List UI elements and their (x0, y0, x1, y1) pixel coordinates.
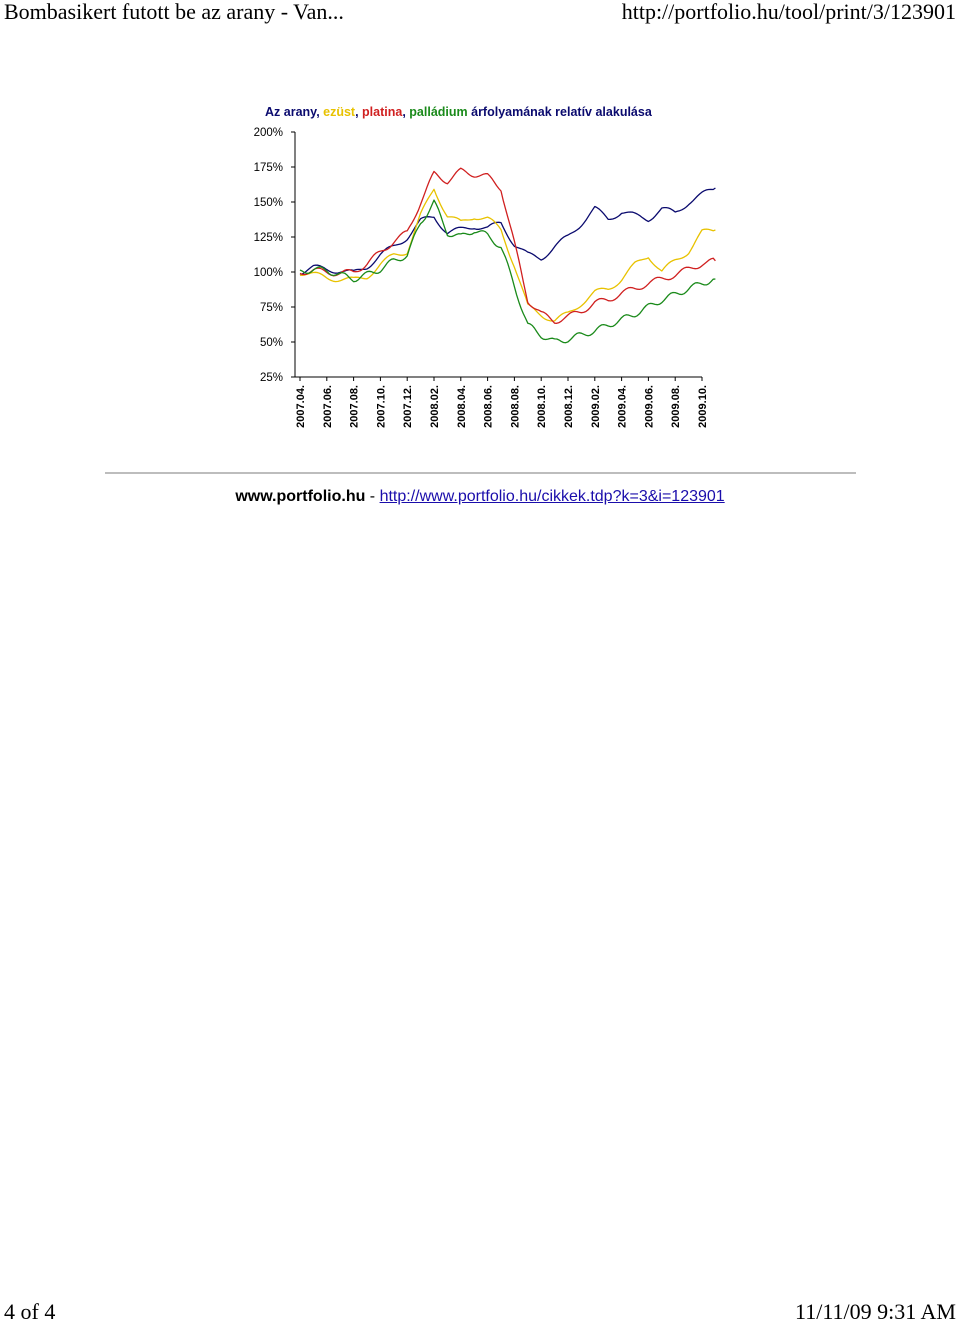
x-tick-label: 2008.12. (563, 385, 575, 428)
chart-title-part: platina (362, 105, 403, 119)
y-tick-label: 50% (260, 337, 283, 349)
y-tick-label: 175% (254, 162, 283, 174)
chart-title-part: , (355, 105, 362, 119)
x-tick-label: 2007.12. (402, 385, 414, 428)
price-chart: Az arany, ezüst, platina, palládium árfo… (254, 105, 716, 428)
page-title: Bombasikert futott be az arany - Van... (4, 0, 344, 24)
series-line-arany (299, 187, 716, 276)
chart-title: Az arany, ezüst, platina, palládium árfo… (265, 105, 653, 119)
plot-area (299, 167, 716, 344)
x-tick-label: 2008.02. (429, 385, 441, 428)
chart-title-part: Az arany (265, 105, 317, 119)
x-axis: 2007.04. 2007.06. 2007.08. 2007.10. 2007.12.… (295, 376, 709, 428)
page-number: 4 of 4 (4, 1299, 56, 1324)
source-link[interactable]: http://www.portfolio.hu/cikkek.tdp?k=3&i… (379, 488, 725, 505)
page-url: http://portfolio.hu/tool/print/3/123901 (621, 0, 956, 24)
x-tick-label: 2008.10. (536, 385, 548, 428)
x-tick-label: 2007.08. (349, 385, 361, 428)
source-separator: - (365, 488, 380, 505)
x-tick-label: 2009.02. (590, 385, 602, 428)
x-tick-label: 2009.10. (697, 385, 709, 428)
y-tick-label: 150% (254, 197, 283, 209)
x-tick-label: 2007.06. (322, 385, 334, 428)
source-line: www.portfolio.hu - http://www.portfolio.… (0, 488, 960, 506)
series-line-ezüst (299, 188, 716, 322)
x-tick-label: 2009.04. (617, 385, 629, 428)
y-tick-label: 75% (260, 302, 283, 314)
series-line-platina (299, 167, 716, 324)
x-tick-label: 2007.04. (295, 385, 307, 428)
x-tick-label: 2008.04. (456, 385, 468, 428)
series-line-palládium (299, 199, 716, 344)
x-tick-label: 2008.06. (483, 385, 495, 428)
y-tick-label: 100% (254, 267, 283, 279)
x-tick-label: 2008.08. (509, 385, 521, 428)
x-tick-label: 2007.10. (375, 385, 387, 428)
y-axis: 200% 175% 150% 125% 100% 75% 50% 25% (254, 127, 296, 384)
x-tick-label: 2009.08. (670, 385, 682, 428)
chart-title-part: palládium (409, 105, 467, 119)
source-site: www.portfolio.hu (235, 488, 366, 505)
x-tick-label: 2009.06. (643, 385, 655, 428)
chart-title-part: ezüst (323, 105, 356, 119)
divider (105, 472, 856, 474)
chart-title-part: , (316, 105, 323, 119)
y-tick-label: 200% (254, 127, 283, 139)
y-tick-label: 25% (260, 372, 283, 384)
chart-title-part: árfolyamának relatív alakulása (468, 105, 653, 119)
print-datetime: 11/11/09 9:31 AM (795, 1299, 956, 1324)
y-tick-label: 125% (254, 232, 283, 244)
chart-title-part: , (402, 105, 409, 119)
